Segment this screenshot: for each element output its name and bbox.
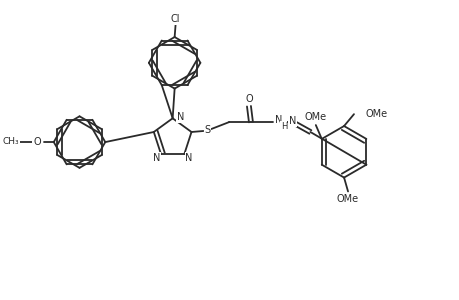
Text: OMe: OMe (336, 194, 358, 204)
Text: N: N (274, 115, 281, 125)
Text: N: N (152, 153, 160, 163)
Text: N: N (288, 116, 296, 126)
Text: Cl: Cl (170, 14, 180, 24)
Text: O: O (245, 94, 252, 104)
Text: S: S (204, 125, 210, 135)
Text: O: O (33, 137, 41, 147)
Text: H: H (280, 122, 286, 130)
Text: N: N (176, 112, 184, 122)
Text: OMe: OMe (365, 109, 387, 119)
Text: CH₃: CH₃ (3, 136, 19, 146)
Text: N: N (185, 153, 192, 163)
Text: OMe: OMe (304, 112, 326, 122)
